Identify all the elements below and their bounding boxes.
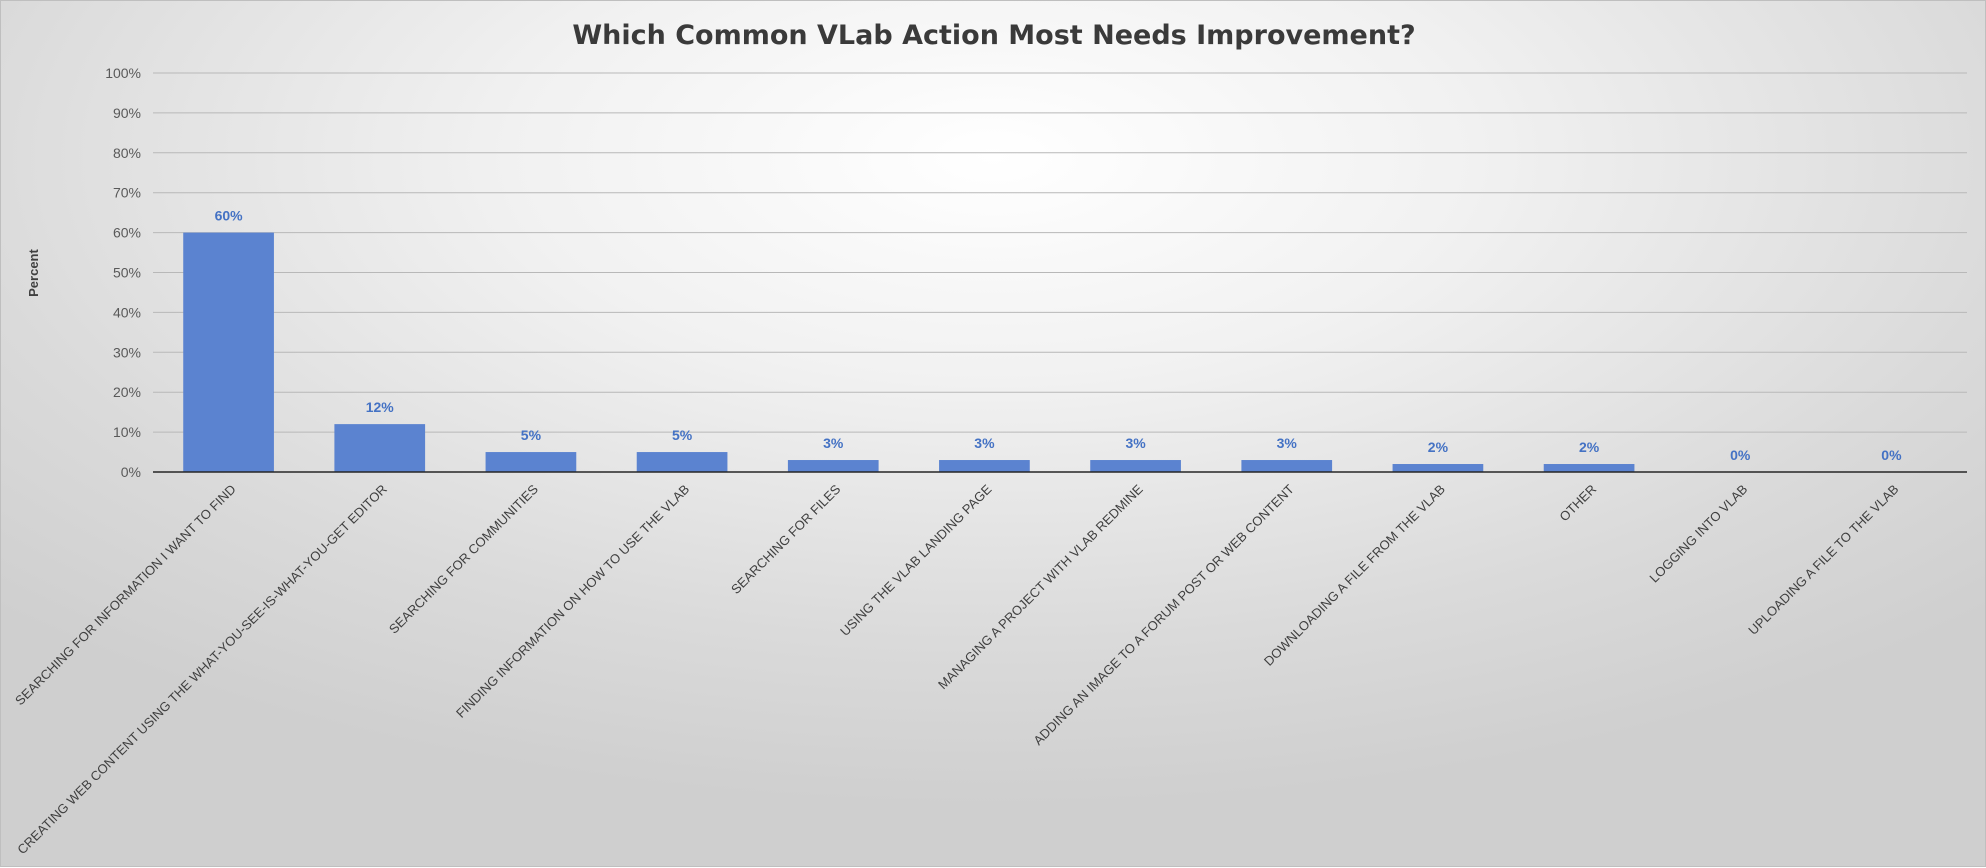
x-tick-label: UPLOADING A FILE TO THE VLAB: [1745, 482, 1901, 638]
x-tick-label: LOGGING INTO VLAB: [1646, 482, 1750, 586]
x-tick-label: SEARCHING FOR COMMUNITIES: [386, 481, 541, 636]
y-tick-label: 50%: [113, 265, 141, 281]
data-label: 3%: [974, 435, 995, 451]
bar: [1543, 464, 1635, 472]
y-axis-ticks: 0% 10% 20% 30% 40% 50% 60% 70% 80% 90% 100%: [105, 65, 141, 480]
gridlines: [153, 72, 1967, 433]
x-tick-label: OTHER: [1556, 482, 1599, 525]
y-tick-label: 30%: [113, 344, 141, 360]
y-tick-label: 70%: [113, 185, 141, 201]
y-tick-label: 60%: [113, 225, 141, 241]
x-tick-label: SEARCHING FOR FILES: [728, 481, 844, 597]
y-tick-label: 40%: [113, 304, 141, 320]
x-tick-label: USING THE VLAB LANDING PAGE: [837, 481, 995, 639]
x-tick-label: ADDING AN IMAGE TO A FORUM POST OR WEB C…: [1030, 481, 1297, 748]
data-label: 0%: [1881, 447, 1902, 463]
x-tick-label: FINDING INFORMATION ON HOW TO USE THE VL…: [453, 482, 692, 721]
x-tick-label: DOWNLOADING A FILE FROM THE VLAB: [1261, 482, 1448, 669]
y-tick-label: 10%: [113, 424, 141, 440]
bar: [334, 424, 426, 472]
bar: [787, 460, 879, 472]
data-label: 60%: [215, 208, 244, 224]
data-label: 5%: [521, 427, 542, 443]
data-label: 2%: [1428, 439, 1449, 455]
data-label: 0%: [1730, 447, 1751, 463]
bar: [183, 232, 274, 472]
data-label: 3%: [1125, 435, 1146, 451]
bar: [636, 452, 728, 472]
bar: [485, 452, 577, 472]
y-tick-label: 90%: [113, 105, 141, 121]
y-tick-label: 80%: [113, 145, 141, 161]
chart-title: Which Common VLab Action Most Needs Impr…: [572, 20, 1415, 51]
data-label: 3%: [1277, 435, 1298, 451]
data-label: 3%: [823, 435, 844, 451]
y-axis-label: Percent: [26, 248, 41, 296]
y-tick-label: 100%: [105, 65, 141, 81]
bar: [1392, 464, 1484, 472]
bars: [183, 232, 1635, 472]
x-tick-label: CREATING WEB CONTENT USING THE WHAT-YOU-…: [14, 482, 390, 858]
y-tick-label: 20%: [113, 384, 141, 400]
data-label: 5%: [672, 427, 693, 443]
data-label: 12%: [366, 399, 395, 415]
data-label: 2%: [1579, 439, 1600, 455]
x-axis-ticks: SEARCHING FOR INFORMATION I WANT TO FIND…: [12, 481, 1901, 857]
bar: [1241, 460, 1333, 472]
y-tick-label: 0%: [121, 464, 141, 480]
bar: [1090, 460, 1181, 472]
bar: [939, 460, 1030, 472]
data-labels: 60% 12% 5% 5% 3% 3% 3% 3% 2% 2% 0% 0%: [215, 208, 1903, 463]
